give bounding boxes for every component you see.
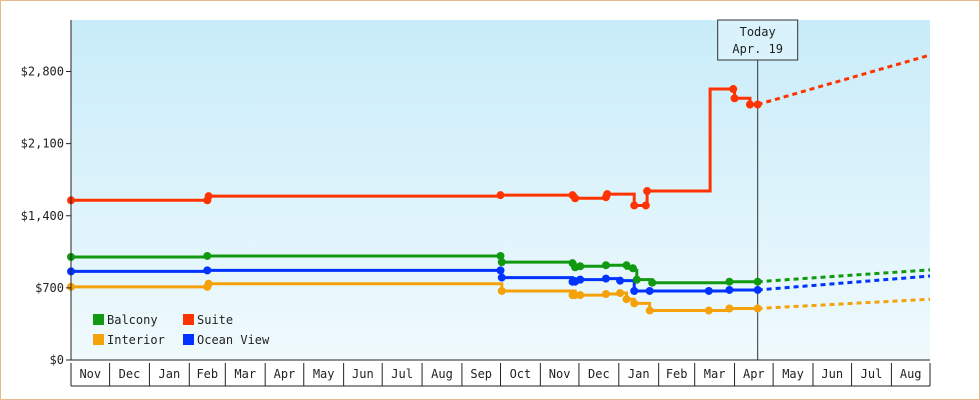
data-point-ocean-view [576, 275, 585, 284]
data-point-interior [630, 299, 639, 308]
data-point-balcony [628, 264, 637, 273]
y-tick-label: $0 [50, 353, 64, 367]
data-point-suite [603, 190, 612, 199]
data-point-interior [204, 279, 213, 288]
x-tick-label: Aug [900, 367, 922, 381]
forecast-line-suite [757, 53, 931, 106]
forecast-line-interior [757, 297, 931, 310]
legend-label-balcony: Balcony [107, 313, 158, 327]
x-tick-label: Nov [79, 367, 101, 381]
data-point-balcony [203, 251, 212, 260]
legend-swatch-balcony [93, 314, 104, 325]
data-point-balcony [632, 275, 641, 284]
data-point-interior [497, 286, 506, 295]
data-point-interior [704, 306, 713, 315]
data-point-ocean-view [704, 286, 713, 295]
x-tick-label: Jul [391, 367, 413, 381]
x-tick-label: Apr [274, 367, 296, 381]
today-label: Today [740, 25, 776, 39]
data-point-interior [601, 290, 610, 299]
data-point-suite [204, 192, 213, 201]
data-point-interior [725, 304, 734, 313]
data-point-balcony [496, 251, 505, 260]
data-point-balcony [725, 277, 734, 286]
x-tick-label: Feb [196, 367, 218, 381]
data-point-ocean-view [616, 276, 625, 285]
y-tick-label: $1,400 [21, 209, 64, 223]
x-tick-label: Jul [861, 367, 883, 381]
data-point-balcony [497, 258, 506, 267]
data-point-balcony [601, 261, 610, 270]
x-tick-label: Feb [666, 367, 688, 381]
data-point-suite [729, 85, 738, 94]
data-point-balcony [753, 277, 762, 286]
data-point-ocean-view [203, 266, 212, 275]
x-tick-label: Oct [510, 367, 532, 381]
y-tick-label: $700 [35, 281, 64, 295]
x-tick-label: May [313, 367, 335, 381]
data-point-balcony [576, 262, 585, 271]
data-point-ocean-view [630, 286, 639, 295]
data-point-ocean-view [645, 286, 654, 295]
x-tick-label: May [782, 367, 804, 381]
x-tick-label: Nov [549, 367, 571, 381]
forecast-line-ocean-view [757, 274, 931, 292]
legend-swatch-suite [183, 314, 194, 325]
x-tick-label: Apr [743, 367, 765, 381]
x-tick-label: Jun [821, 367, 843, 381]
data-point-ocean-view [497, 273, 506, 282]
x-tick-label: Aug [431, 367, 453, 381]
data-point-suite [745, 100, 754, 109]
legend-swatch-interior [93, 334, 104, 345]
legend-swatch-ocean-view [183, 334, 194, 345]
x-tick-label: Jan [628, 367, 650, 381]
data-point-balcony [622, 261, 631, 270]
data-point-suite [571, 194, 580, 203]
data-point-ocean-view [725, 285, 734, 294]
data-point-ocean-view [496, 266, 505, 275]
x-tick-label: Mar [234, 367, 256, 381]
data-point-ocean-view [601, 274, 610, 283]
y-tick-label: $2,800 [21, 65, 64, 79]
x-tick-label: Mar [704, 367, 726, 381]
forecast-line-balcony [757, 268, 931, 284]
legend-label-ocean-view: Ocean View [197, 333, 270, 347]
data-point-interior [645, 306, 654, 315]
y-tick-label: $2,100 [21, 137, 64, 151]
data-point-suite [643, 187, 652, 196]
today-callout [717, 19, 799, 61]
data-point-suite [641, 201, 650, 210]
data-point-interior [622, 295, 631, 304]
data-point-interior [576, 291, 585, 300]
data-point-balcony [648, 278, 657, 287]
series-line-interior [71, 282, 758, 313]
plot-background [71, 20, 930, 360]
x-tick-label: Dec [119, 367, 141, 381]
data-point-suite [496, 191, 505, 200]
data-point-suite [730, 94, 739, 103]
x-tick-label: Jan [159, 367, 181, 381]
legend-label-suite: Suite [197, 313, 233, 327]
today-date-label: Apr. 19 [732, 42, 783, 56]
x-tick-label: Sep [470, 367, 492, 381]
data-point-interior [753, 304, 762, 313]
data-point-ocean-view [753, 285, 762, 294]
x-tick-label: Dec [588, 367, 610, 381]
data-point-suite [630, 201, 639, 210]
data-point-suite [753, 100, 762, 109]
legend-label-interior: Interior [107, 333, 165, 347]
data-point-interior [616, 289, 625, 298]
x-tick-label: Jun [352, 367, 374, 381]
